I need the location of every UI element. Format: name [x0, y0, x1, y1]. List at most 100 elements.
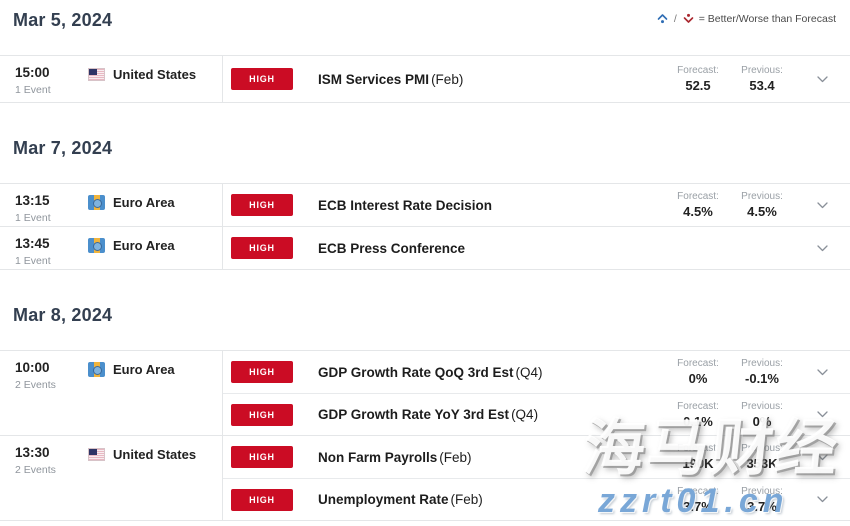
- forecast-value: 0%: [688, 371, 708, 386]
- event-values: Forecast: 0% Previous: -0.1%: [666, 358, 850, 386]
- event-title[interactable]: ECB Press Conference: [318, 241, 467, 256]
- country-block: Euro Area: [88, 238, 175, 253]
- time-group-row: 13:15 1 Event Euro Area HIGH ECB Interes…: [0, 183, 850, 226]
- date-heading: Mar 8, 2024: [13, 305, 113, 325]
- country-block: Euro Area: [88, 362, 175, 377]
- country-flag-icon: [88, 362, 105, 377]
- chevron-down-icon[interactable]: [794, 201, 850, 209]
- previous-block: Previous: 3.7%: [730, 486, 794, 514]
- chevron-down-icon[interactable]: [794, 411, 850, 418]
- previous-label: Previous:: [741, 400, 783, 412]
- better-than-forecast-icon: [656, 12, 669, 25]
- legend-text: = Better/Worse than Forecast: [698, 12, 836, 25]
- date-heading: Mar 5, 2024: [13, 10, 113, 30]
- group-events: HIGH ECB Press Conference Forecast: Prev…: [222, 227, 850, 269]
- event-values: Forecast: 190K Previous: 353K: [666, 443, 850, 471]
- forecast-value: 0.1%: [683, 413, 713, 429]
- event-title-detail: (Feb): [450, 492, 483, 507]
- event-title-detail: (Q4): [515, 364, 543, 380]
- forecast-label: Forecast:: [677, 485, 719, 497]
- impact-badge: HIGH: [231, 237, 293, 259]
- event-values: Forecast: 52.5 Previous: 53.4: [666, 65, 850, 93]
- group-left-column: 15:00 1 Event United States: [0, 56, 222, 102]
- country-name: United States: [113, 447, 197, 462]
- calendar-day-section: Mar 5, 2024 15:00 1 Event United States …: [0, 10, 850, 103]
- previous-label: Previous:: [741, 443, 783, 454]
- event-row[interactable]: HIGH ECB Press Conference Forecast: Prev…: [223, 227, 850, 269]
- previous-value: 353K: [746, 456, 778, 471]
- country-block: Euro Area: [88, 195, 175, 210]
- impact-badge: HIGH: [231, 361, 293, 383]
- country-flag-icon: [88, 195, 105, 210]
- country-block: United States: [88, 447, 196, 462]
- forecast-value: 52.5: [685, 78, 711, 93]
- previous-value: 0%: [752, 413, 772, 429]
- previous-label: Previous:: [741, 485, 783, 497]
- event-count: 1 Event: [15, 255, 51, 267]
- time-block: 15:00 1 Event: [15, 65, 88, 96]
- previous-value: 3.7%: [747, 498, 777, 514]
- time-group-row: 15:00 1 Event United States HIGH ISM Ser…: [0, 55, 850, 102]
- previous-block: Previous: 0%: [730, 401, 794, 429]
- event-title[interactable]: ECB Interest Rate Decision: [318, 198, 494, 213]
- time-block: 10:00 2 Events: [15, 360, 88, 391]
- impact-badge: HIGH: [231, 68, 293, 90]
- country-name: United States: [113, 67, 197, 82]
- event-row[interactable]: HIGH GDP Growth Rate YoY 3rd Est (Q4) For…: [223, 393, 850, 435]
- group-events: HIGH GDP Growth Rate QoQ 3rd Est (Q4) For…: [222, 351, 850, 435]
- country-flag-icon: [88, 238, 105, 253]
- time-group-row: 13:45 1 Event Euro Area HIGH ECB Press C…: [0, 226, 850, 269]
- impact-badge: HIGH: [231, 446, 293, 468]
- forecast-block: Forecast: 3.7%: [666, 486, 730, 514]
- event-title-detail: (Q4): [511, 407, 539, 422]
- event-title[interactable]: ISM Services PMI (Feb): [318, 72, 463, 87]
- time-block: 13:30 2 Events: [15, 445, 88, 476]
- forecast-value: 4.5%: [683, 204, 713, 219]
- event-title[interactable]: Unemployment Rate (Feb): [318, 492, 483, 507]
- forecast-label: Forecast:: [677, 443, 719, 454]
- previous-value: 53.4: [749, 78, 775, 93]
- event-time: 13:15: [15, 193, 50, 208]
- group-left-column: 13:15 1 Event Euro Area: [0, 184, 222, 226]
- time-block: 13:15 1 Event: [15, 193, 88, 224]
- event-row[interactable]: HIGH GDP Growth Rate QoQ 3rd Est (Q4) For…: [223, 351, 850, 393]
- forecast-block: Forecast: 0.1%: [666, 401, 730, 429]
- chevron-down-icon[interactable]: [794, 75, 850, 83]
- impact-badge: HIGH: [231, 194, 293, 216]
- impact-badge: HIGH: [231, 488, 293, 511]
- previous-label: Previous:: [741, 191, 783, 202]
- group-left-column: 13:30 2 Events United States: [0, 436, 222, 520]
- event-title[interactable]: GDP Growth Rate YoY 3rd Est (Q4): [318, 407, 538, 422]
- event-count: 1 Event: [15, 84, 51, 96]
- country-flag-icon: [88, 448, 105, 461]
- previous-block: Previous: 4.5%: [730, 191, 794, 219]
- chevron-down-icon[interactable]: [794, 244, 850, 252]
- event-row[interactable]: HIGH Unemployment Rate (Feb) Forecast: 3.…: [223, 478, 850, 520]
- event-row[interactable]: HIGH ECB Interest Rate Decision Forecast…: [223, 184, 850, 226]
- forecast-label: Forecast:: [677, 191, 719, 202]
- day-groups: 15:00 1 Event United States HIGH ISM Ser…: [0, 55, 850, 103]
- forecast-label: Forecast:: [677, 65, 719, 76]
- event-time: 15:00: [15, 65, 50, 80]
- event-row[interactable]: HIGH Non Farm Payrolls (Feb) Forecast: 19…: [223, 436, 850, 478]
- event-time: 13:45: [15, 236, 50, 251]
- event-row[interactable]: HIGH ISM Services PMI (Feb) Forecast: 52.…: [223, 56, 850, 102]
- chevron-down-icon[interactable]: [794, 496, 850, 503]
- forecast-block: Forecast: 0%: [666, 358, 730, 386]
- forecast-label: Forecast:: [677, 400, 719, 412]
- forecast-block: Forecast: 52.5: [666, 65, 730, 93]
- group-events: HIGH ECB Interest Rate Decision Forecast…: [222, 184, 850, 226]
- day-groups: 10:00 2 Events Euro Area HIGH GDP Growth…: [0, 350, 850, 521]
- event-title[interactable]: Non Farm Payrolls (Feb): [318, 450, 472, 465]
- country-name: Euro Area: [113, 362, 175, 377]
- group-left-column: 10:00 2 Events Euro Area: [0, 351, 222, 435]
- day-groups: 13:15 1 Event Euro Area HIGH ECB Interes…: [0, 183, 850, 270]
- forecast-value: 3.7%: [683, 498, 713, 514]
- chevron-down-icon[interactable]: [794, 453, 850, 461]
- event-title-text: ECB Press Conference: [318, 240, 466, 256]
- worse-than-forecast-icon: [682, 12, 695, 25]
- event-time: 10:00: [15, 360, 50, 375]
- chevron-down-icon[interactable]: [794, 368, 850, 376]
- group-events: HIGH Non Farm Payrolls (Feb) Forecast: 19…: [222, 436, 850, 520]
- event-title[interactable]: GDP Growth Rate QoQ 3rd Est (Q4): [318, 365, 543, 380]
